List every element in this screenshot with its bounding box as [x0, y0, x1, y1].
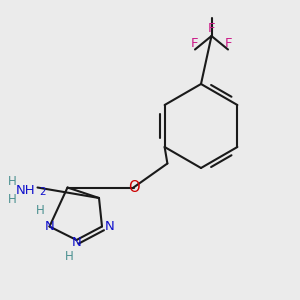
Text: H: H	[8, 193, 16, 206]
Text: F: F	[208, 22, 215, 35]
Text: H: H	[8, 175, 16, 188]
Text: NH: NH	[16, 184, 35, 197]
Text: O: O	[128, 180, 139, 195]
Text: F: F	[224, 37, 232, 50]
Text: H: H	[64, 250, 74, 263]
Text: N: N	[72, 236, 81, 250]
Text: H: H	[36, 203, 45, 217]
Text: N: N	[105, 220, 115, 233]
Text: N: N	[45, 220, 54, 233]
Text: F: F	[191, 37, 199, 50]
Text: 2: 2	[40, 187, 46, 197]
